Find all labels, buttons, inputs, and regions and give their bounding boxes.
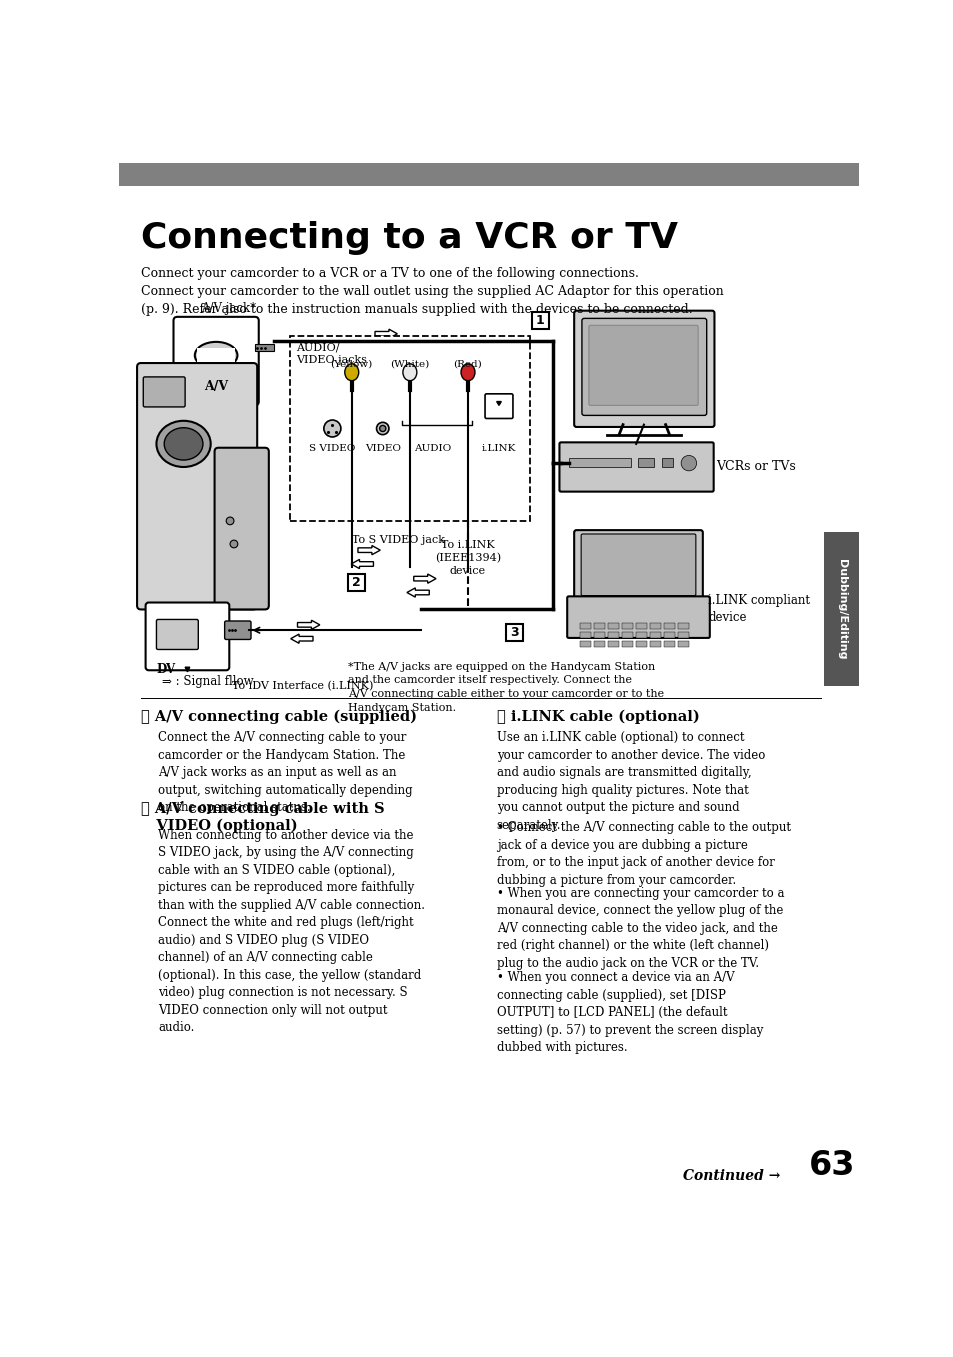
FancyBboxPatch shape: [137, 364, 257, 609]
Ellipse shape: [344, 364, 358, 381]
Text: 3: 3: [510, 626, 518, 639]
Ellipse shape: [194, 342, 237, 369]
Text: ⇒ : Signal fllow: ⇒ : Signal fllow: [162, 674, 253, 688]
Text: Connecting to a VCR or TV: Connecting to a VCR or TV: [141, 221, 678, 255]
Polygon shape: [351, 559, 373, 569]
Bar: [636, 641, 646, 647]
FancyBboxPatch shape: [146, 603, 229, 670]
Text: Dubbing/Editing: Dubbing/Editing: [836, 559, 845, 660]
FancyBboxPatch shape: [348, 574, 365, 590]
Text: • Connect the A/V connecting cable to the output
jack of a device you are dubbin: • Connect the A/V connecting cable to th…: [497, 821, 790, 886]
FancyBboxPatch shape: [588, 326, 698, 406]
Text: (Yellow): (Yellow): [331, 360, 373, 368]
Bar: [663, 623, 674, 628]
Bar: [608, 623, 618, 628]
Text: • When you are connecting your camcorder to a
monaural device, connect the yello: • When you are connecting your camcorder…: [497, 886, 783, 970]
FancyBboxPatch shape: [574, 531, 702, 604]
FancyBboxPatch shape: [567, 596, 709, 638]
Bar: [594, 632, 604, 638]
Text: S VIDEO: S VIDEO: [309, 444, 355, 453]
Bar: [579, 641, 591, 647]
Bar: [823, 532, 858, 687]
Polygon shape: [368, 347, 390, 356]
Circle shape: [226, 517, 233, 525]
Bar: [254, 343, 274, 351]
Text: To S VIDEO jack: To S VIDEO jack: [352, 535, 444, 544]
Bar: [649, 623, 660, 628]
Text: Use an i.LINK cable (optional) to connect
your camcorder to another device. The : Use an i.LINK cable (optional) to connec…: [497, 731, 764, 832]
FancyBboxPatch shape: [484, 394, 513, 418]
Text: DV: DV: [156, 664, 175, 676]
Circle shape: [230, 540, 237, 548]
Text: Connect your camcorder to a VCR or a TV to one of the following connections.
Con: Connect your camcorder to a VCR or a TV …: [141, 267, 723, 316]
Text: 1: 1: [536, 315, 544, 327]
Text: • When you connect a device via an A/V
connecting cable (supplied), set [DISP
OU: • When you connect a device via an A/V c…: [497, 972, 762, 1054]
Polygon shape: [291, 634, 313, 643]
Bar: [678, 623, 688, 628]
Text: When connecting to another device via the
S VIDEO jack, by using the A/V connect: When connecting to another device via th…: [158, 829, 424, 1034]
Polygon shape: [357, 546, 380, 555]
Bar: [678, 641, 688, 647]
Bar: [621, 632, 633, 638]
Text: To ıDV Interface (i.LINK): To ıDV Interface (i.LINK): [233, 681, 374, 691]
Bar: [196, 347, 235, 364]
Text: (White): (White): [390, 360, 429, 368]
Bar: [663, 632, 674, 638]
Bar: [621, 623, 633, 628]
FancyBboxPatch shape: [214, 448, 269, 609]
Text: Continued →: Continued →: [682, 1170, 780, 1183]
Ellipse shape: [323, 421, 340, 437]
Ellipse shape: [156, 421, 211, 467]
Text: AUDIO/
VIDEO jacks: AUDIO/ VIDEO jacks: [295, 342, 367, 365]
FancyBboxPatch shape: [581, 319, 706, 415]
Bar: [638, 457, 654, 467]
Bar: [649, 641, 660, 647]
Bar: [119, 163, 858, 186]
Text: A/V: A/V: [204, 380, 228, 392]
FancyBboxPatch shape: [558, 442, 713, 491]
Polygon shape: [497, 402, 500, 406]
Text: i.LINK: i.LINK: [481, 444, 516, 453]
Text: 2: 2: [352, 575, 360, 589]
Bar: [663, 641, 674, 647]
Circle shape: [680, 456, 696, 471]
Bar: [290, 337, 530, 521]
Polygon shape: [297, 620, 319, 630]
Polygon shape: [185, 668, 190, 672]
FancyBboxPatch shape: [224, 622, 251, 639]
Bar: [608, 632, 618, 638]
Ellipse shape: [460, 364, 475, 381]
Text: *The A/V jacks are equipped on the Handycam Station
and the camcorder itself res: *The A/V jacks are equipped on the Handy…: [348, 662, 663, 712]
Bar: [579, 623, 591, 628]
FancyBboxPatch shape: [173, 316, 258, 406]
Ellipse shape: [379, 425, 385, 432]
Text: To i.LINK
(IEEE1394)
device: To i.LINK (IEEE1394) device: [435, 540, 500, 577]
Ellipse shape: [402, 364, 416, 381]
Text: ② A/V connecting cable with S
   VIDEO (optional): ② A/V connecting cable with S VIDEO (opt…: [141, 802, 384, 833]
Text: (Red): (Red): [453, 360, 482, 368]
FancyBboxPatch shape: [574, 311, 714, 427]
Bar: [594, 641, 604, 647]
Polygon shape: [407, 588, 429, 597]
FancyBboxPatch shape: [505, 624, 522, 641]
Bar: [661, 457, 673, 467]
Text: A/V jack*: A/V jack*: [200, 303, 255, 315]
Text: ① A/V connecting cable (supplied): ① A/V connecting cable (supplied): [141, 710, 416, 723]
FancyBboxPatch shape: [580, 535, 695, 596]
Text: VIDEO: VIDEO: [364, 444, 400, 453]
Bar: [568, 457, 630, 467]
Text: AUDIO: AUDIO: [414, 444, 452, 453]
Text: Connect the A/V connecting cable to your
camcorder or the Handycam Station. The
: Connect the A/V connecting cable to your…: [158, 731, 413, 814]
Ellipse shape: [376, 422, 389, 434]
Text: ③ i.LINK cable (optional): ③ i.LINK cable (optional): [497, 710, 699, 723]
FancyBboxPatch shape: [531, 312, 548, 330]
Bar: [636, 623, 646, 628]
Text: VCRs or TVs: VCRs or TVs: [716, 460, 795, 474]
Bar: [594, 623, 604, 628]
Polygon shape: [414, 574, 436, 584]
Text: 63: 63: [808, 1148, 855, 1182]
Text: i.LINK compliant
device: i.LINK compliant device: [707, 594, 809, 624]
Bar: [649, 632, 660, 638]
Bar: [636, 632, 646, 638]
Bar: [621, 641, 633, 647]
